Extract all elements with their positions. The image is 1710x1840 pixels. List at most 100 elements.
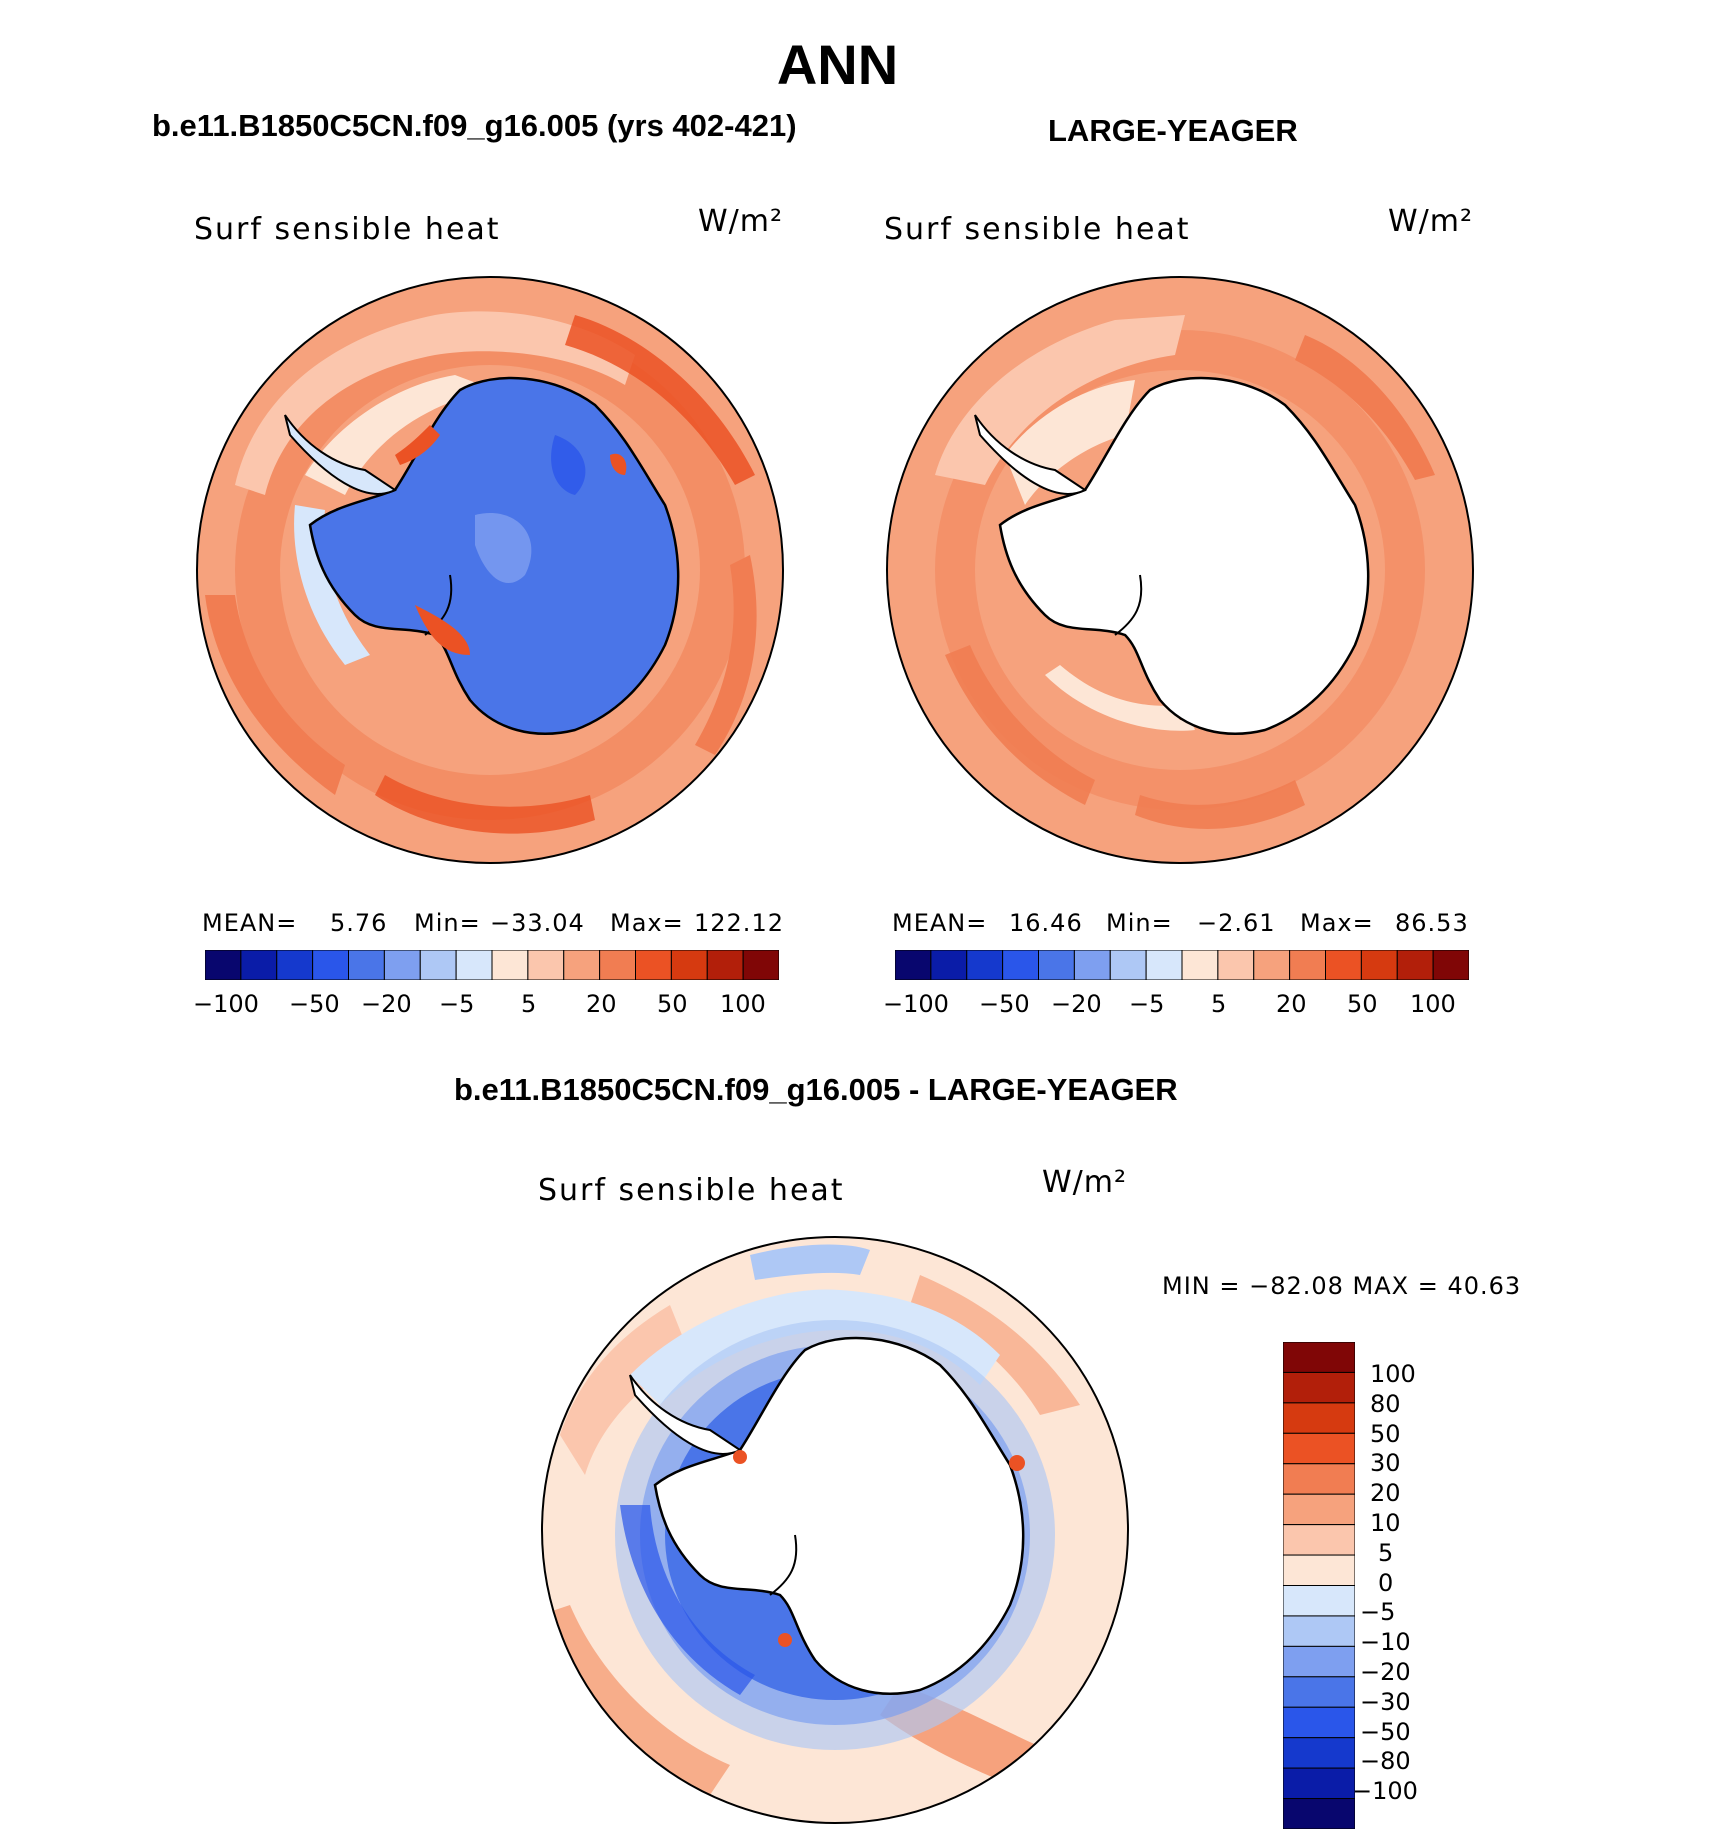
panel2-tick: 100: [1410, 990, 1456, 1018]
difference-colorbar-label: −80: [1360, 1747, 1411, 1776]
panel2-colorbar-swatch: [930, 950, 968, 980]
panel2-colorbar-swatch: [1253, 950, 1291, 980]
panel1-colorbar-swatch: [742, 950, 779, 980]
panel1-units-label: W/m²: [698, 204, 784, 239]
difference-colorbar-label: 5: [1378, 1538, 1394, 1567]
difference-colorbar-swatch: [1283, 1706, 1355, 1739]
panel2-min-value: −2.61: [1197, 909, 1276, 937]
panel1-colorbar-swatch: [205, 950, 242, 980]
panel2-colorbar-swatch: [1396, 950, 1434, 980]
difference-colorbar-swatch: [1283, 1767, 1355, 1800]
difference-colorbar-swatch: [1283, 1402, 1355, 1434]
panel2-tick: −100: [883, 990, 949, 1018]
panel2-tick: −5: [1129, 990, 1165, 1018]
panel2-max-label: Max=: [1300, 909, 1374, 937]
difference-colorbar-label: 30: [1370, 1449, 1401, 1478]
difference-colorbar-label: −10: [1360, 1628, 1411, 1657]
panel1-max-label: Max=: [610, 909, 684, 937]
panel2-colorbar-swatch: [1289, 950, 1327, 980]
panel1-variable-label: Surf sensible heat: [194, 212, 501, 247]
difference-colorbar-swatch: [1283, 1615, 1355, 1647]
panel1-colorbar-ticks: −100 −50 −20 −5 5 20 50 100: [193, 990, 779, 1020]
difference-colorbar-label: 50: [1370, 1419, 1401, 1448]
panel1-tick: −100: [193, 990, 259, 1018]
difference-colorbar-label: −20: [1360, 1658, 1411, 1686]
panel2-case-title: LARGE-YEAGER: [1048, 113, 1298, 148]
panel1-colorbar-swatch: [563, 950, 601, 980]
panel2-tick: 20: [1276, 990, 1307, 1018]
panel1-max-value: 122.12: [694, 909, 784, 937]
panel2-tick: 50: [1347, 990, 1378, 1018]
panel2-min-label: Min=: [1106, 909, 1173, 937]
difference-colorbar-label: 20: [1370, 1479, 1401, 1508]
panel2-colorbar-swatch: [1002, 950, 1040, 980]
panel1-colorbar: [205, 950, 779, 980]
difference-colorbar-swatch: [1283, 1371, 1355, 1404]
difference-title: b.e11.B1850C5CN.f09_g16.005 - LARGE-YEAG…: [454, 1072, 1178, 1107]
panel1-colorbar-swatch: [527, 950, 565, 980]
panel2-colorbar-swatch: [1325, 950, 1362, 980]
difference-colorbar-swatch: [1283, 1524, 1355, 1556]
figure-title: ANN: [776, 33, 899, 96]
panel1-tick: 5: [521, 990, 537, 1018]
panel2-tick: −50: [979, 990, 1030, 1018]
difference-colorbar-swatch: [1283, 1463, 1355, 1495]
panel1-colorbar-swatch: [383, 950, 421, 980]
panel1-tick: 50: [657, 990, 688, 1018]
panel1-tick: 20: [586, 990, 617, 1018]
difference-colorbar-label: −50: [1360, 1717, 1411, 1746]
panel1-colorbar-swatch: [670, 950, 708, 980]
difference-units-label: W/m²: [1042, 1165, 1128, 1200]
difference-variable-label: Surf sensible heat: [538, 1173, 845, 1208]
difference-colorbar-swatch: [1283, 1585, 1355, 1617]
panel1-colorbar-swatch: [706, 950, 744, 980]
panel1-tick: 100: [720, 990, 766, 1018]
difference-colorbar-swatch: [1283, 1493, 1355, 1526]
panel2-mean-label: MEAN=: [892, 909, 988, 937]
panel1-min-label: Min=: [414, 909, 481, 937]
difference-colorbar-swatch: [1283, 1676, 1355, 1708]
panel2-max-value: 86.53: [1395, 909, 1469, 937]
panel1-colorbar-swatch: [240, 950, 278, 980]
panel1-case-title: b.e11.B1850C5CN.f09_g16.005 (yrs 402-421…: [152, 108, 797, 143]
panel2-tick: −20: [1051, 990, 1102, 1018]
panel1-colorbar-swatch: [635, 950, 672, 980]
panel2-colorbar-swatch: [1217, 950, 1255, 980]
difference-colorbar-label: 0: [1378, 1568, 1394, 1597]
difference-colorbar: [1283, 1342, 1355, 1829]
panel2-colorbar-swatch: [1073, 950, 1111, 980]
difference-polar-map: [541, 1236, 1129, 1824]
panel1-tick: −50: [289, 990, 340, 1018]
panel2-colorbar-ticks: −100 −50 −20 −5 5 20 50 100: [883, 990, 1469, 1020]
panel2-colorbar-swatch: [1109, 950, 1147, 980]
panel2-colorbar-swatch: [1181, 950, 1219, 980]
panel1-colorbar-swatch: [455, 950, 493, 980]
difference-colorbar-swatch: [1283, 1645, 1355, 1678]
difference-min-max: MIN = −82.08 MAX = 40.63: [1162, 1272, 1522, 1300]
panel1-colorbar-swatch: [419, 950, 457, 980]
panel1-colorbar-swatch: [276, 950, 314, 980]
panel1-mean-label: MEAN=: [202, 909, 298, 937]
difference-colorbar-swatch: [1283, 1737, 1355, 1769]
panel1-min-value: −33.04: [490, 909, 585, 937]
panel1-polar-map: [196, 276, 784, 864]
difference-colorbar-swatch: [1283, 1342, 1355, 1373]
panel2-colorbar-swatch: [966, 950, 1004, 980]
panel2-colorbar-swatch: [1432, 950, 1469, 980]
panel2-colorbar-swatch: [1360, 950, 1398, 980]
difference-colorbar-label: −5: [1360, 1598, 1396, 1627]
panel2-variable-label: Surf sensible heat: [884, 212, 1191, 247]
panel2-mean-value: 16.46: [1009, 909, 1083, 937]
difference-colorbar-swatch: [1283, 1554, 1355, 1586]
difference-colorbar-swatch: [1283, 1432, 1355, 1465]
difference-colorbar-label: 100: [1370, 1360, 1416, 1388]
panel2-polar-map: [886, 276, 1474, 864]
panel1-colorbar-swatch: [599, 950, 637, 980]
panel2-colorbar-swatch: [895, 950, 932, 980]
panel2-colorbar-swatch: [1038, 950, 1075, 980]
difference-colorbar-label: −30: [1360, 1687, 1411, 1716]
difference-colorbar-label: 80: [1370, 1389, 1401, 1418]
panel1-colorbar-swatch: [348, 950, 385, 980]
panel2-colorbar: [895, 950, 1469, 980]
difference-colorbar-label: 10: [1370, 1509, 1401, 1537]
